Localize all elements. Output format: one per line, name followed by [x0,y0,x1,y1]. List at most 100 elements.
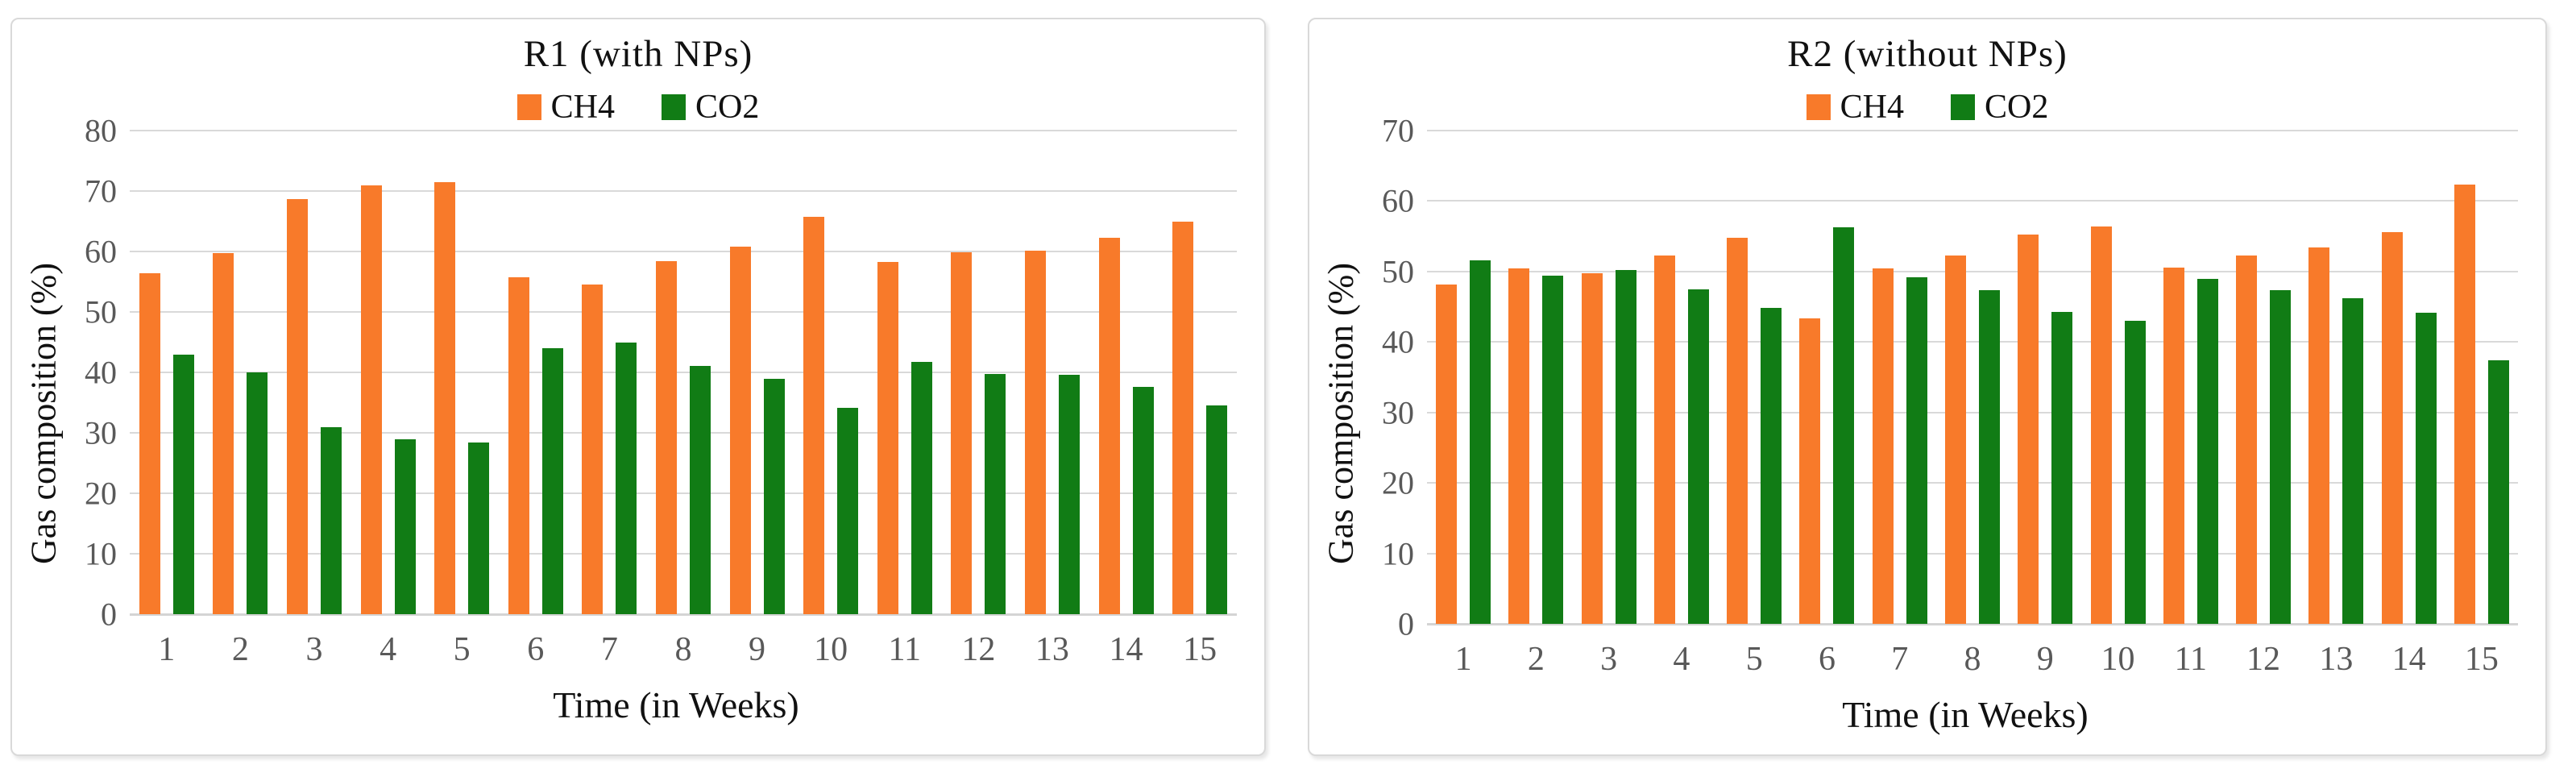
bar-co2-week-5 [468,443,490,614]
y-tick-label: 40 [85,354,117,391]
bar-group-week-5 [425,131,499,614]
gridline [1427,130,2518,131]
bar-group-week-4 [351,131,425,614]
bar-ch4-week-8 [655,261,677,614]
y-tick-label: 20 [1382,464,1414,501]
y-tick-label: 60 [85,233,117,270]
bar-group-week-9 [2009,131,2081,624]
bar-ch4-week-15 [2454,185,2475,624]
x-tick-label-week-9: 9 [749,631,766,668]
x-tick-label-week-4: 4 [380,631,397,668]
bar-co2-week-4 [1687,289,1709,624]
gridline [130,130,1237,131]
bar-co2-week-10 [2124,321,2146,624]
chart-title: R2 (without NPs) [1787,33,2068,75]
x-tick-label-week-12: 12 [2246,641,2281,678]
legend-label-ch4: CH4 [1840,89,1904,126]
bar-group-week-11 [868,131,942,614]
x-tick-label-week-10: 10 [2101,641,2135,678]
gridline [130,553,1237,555]
x-axis: 1 2 3 4 5 6 7 8 9 10 11 12 13 14 15 [67,630,1237,669]
bar-groups [1427,131,2518,624]
x-tick-label-week-13: 13 [2319,641,2354,678]
bar-co2-week-15 [2487,360,2509,624]
x-tick-label-week-3: 3 [305,631,323,668]
legend: CH4 CO2 [1309,89,2545,126]
x-tick-label-week-4: 4 [1673,641,1690,678]
x-axis: 1 2 3 4 5 6 7 8 9 10 11 12 13 14 15 [1364,640,2518,679]
y-tick-label: 70 [1382,112,1414,149]
legend-swatch-co2-icon [1951,94,1975,120]
bar-group-week-9 [720,131,794,614]
bar-group-week-8 [646,131,720,614]
legend: CH4 CO2 [12,89,1264,126]
x-tick-label-week-1: 1 [158,631,176,668]
x-tick-label-week-2: 2 [1527,641,1545,678]
plot-area [130,130,1237,616]
y-tick-label: 80 [85,112,117,149]
x-tick-label-week-7: 7 [1891,641,1909,678]
bar-ch4-week-9 [2018,234,2039,624]
bar-group-week-10 [794,131,868,614]
x-tick-label-week-15: 15 [1183,631,1217,668]
gridline [1427,552,2518,555]
y-tick-label: 30 [85,414,117,451]
x-tick-label-week-9: 9 [2036,641,2054,678]
gridline [1427,411,2518,413]
x-tick-label-week-11: 11 [888,631,921,668]
bar-co2-week-11 [911,361,932,614]
bar-co2-week-2 [247,372,268,614]
y-axis-title: Gas composition (%) [23,263,64,565]
y-tick-label: 40 [1382,323,1414,360]
x-tick-label-week-2: 2 [231,631,249,668]
bar-group-week-4 [1645,131,1718,624]
bar-co2-week-11 [2196,279,2218,624]
y-tick-label: 70 [85,172,117,210]
bar-co2-week-2 [1542,276,1564,624]
bar-ch4-week-15 [1172,222,1194,614]
bar-ch4-week-3 [286,198,308,614]
x-tick-label-week-13: 13 [1035,631,1069,668]
x-tick-label-week-12: 12 [961,631,996,668]
bar-ch4-week-5 [1727,237,1748,624]
x-tick-label-week-5: 5 [1745,641,1763,678]
bar-group-week-1 [1427,131,1500,624]
bar-co2-week-3 [1615,270,1636,624]
bar-group-week-3 [1573,131,1645,624]
x-tick-label-week-11: 11 [2174,641,2208,678]
bar-group-week-15 [1163,131,1237,614]
gridline [130,311,1237,313]
bar-co2-week-9 [2051,311,2073,624]
bar-co2-week-13 [2342,298,2364,624]
bar-ch4-week-10 [2090,226,2112,624]
bar-ch4-week-4 [360,185,382,614]
bar-co2-week-14 [2415,313,2437,624]
bar-group-week-12 [942,131,1016,614]
bar-ch4-week-13 [1024,251,1046,614]
legend-swatch-co2-icon [662,94,686,120]
x-axis-baseline [1427,623,2518,625]
y-tick-label: 10 [85,535,117,572]
legend-label-ch4: CH4 [550,89,615,126]
x-tick-label-week-8: 8 [674,631,692,668]
y-tick-label: 20 [85,475,117,512]
bar-ch4-week-6 [508,277,529,614]
legend-item-co2: CO2 [1951,88,2048,127]
bar-group-week-1 [130,131,204,614]
bar-co2-week-10 [837,407,859,614]
bar-co2-week-8 [1978,290,2000,624]
bar-co2-week-5 [1761,308,1782,624]
bar-group-week-11 [2155,131,2227,624]
gridline [130,251,1237,252]
bar-co2-week-7 [1906,276,1927,624]
bar-ch4-week-6 [1799,318,1821,624]
y-tick-label: 0 [101,596,117,633]
plot-area [1427,130,2518,625]
bar-ch4-week-8 [1944,255,1966,624]
y-axis: 0 10 20 30 40 50 60 70 80 [67,113,130,633]
y-tick-label: 0 [1398,605,1414,642]
bar-group-week-14 [1089,131,1164,614]
bar-ch4-week-4 [1653,255,1675,624]
bar-group-week-15 [2445,131,2518,624]
